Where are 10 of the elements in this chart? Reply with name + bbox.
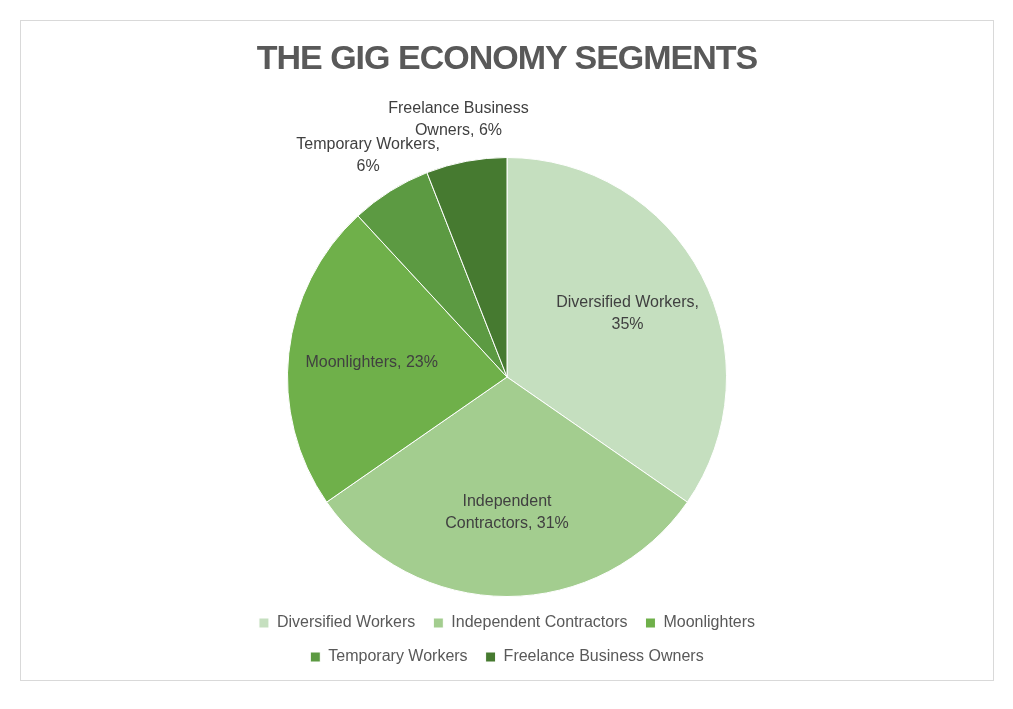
data-label: Temporary Workers, 6%: [296, 134, 440, 174]
legend-label: Temporary Workers: [328, 647, 468, 665]
legend-label: Independent Contractors: [451, 613, 628, 631]
data-label: Diversified Workers, 35%: [556, 293, 699, 333]
data-label: Independent Contractors, 31%: [445, 492, 569, 532]
legend-label: Diversified Workers: [276, 613, 416, 631]
data-label: Moonlighters, 23%: [305, 352, 438, 370]
legend-label: Freelance Business Owners: [503, 647, 704, 665]
chart-title: THE GIG ECONOMY SEGMENTS: [255, 38, 759, 77]
legend-label: Moonlighters: [663, 613, 756, 631]
